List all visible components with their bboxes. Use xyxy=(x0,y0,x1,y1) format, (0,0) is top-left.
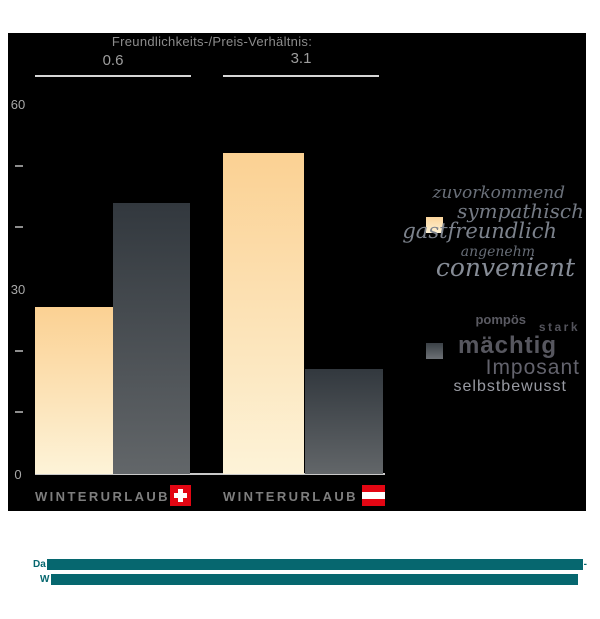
ratio-value-at: 3.1 xyxy=(290,50,312,67)
category-label-at: WINTERURLAUB xyxy=(223,489,358,504)
legend-word-angenehm: angenehm xyxy=(460,244,535,260)
ratio-underline-ch xyxy=(35,75,191,77)
bar-at-cream xyxy=(223,153,304,474)
y-axis-tick-10 xyxy=(15,411,23,414)
caption-redaction-bar xyxy=(46,559,583,570)
y-axis-label-60: 60 xyxy=(10,97,26,112)
austrian-flag-icon xyxy=(362,485,385,506)
caption-redaction-bar xyxy=(51,574,578,585)
caption-line-2: W xyxy=(33,572,587,587)
caption-line1-suffix: - xyxy=(583,559,587,570)
caption-line1-prefix: Da xyxy=(33,559,46,570)
y-axis-tick-50 xyxy=(15,164,23,167)
ratio-underline-at xyxy=(223,75,379,77)
legend-word-stark: stark xyxy=(538,320,580,334)
caption-line-1: Da - xyxy=(33,557,587,572)
chart-title: Freundlichkeits-/Preis-Verhältnis: xyxy=(111,34,313,49)
x-axis-baseline xyxy=(35,473,385,475)
ratio-value-ch: 0.6 xyxy=(102,52,124,69)
y-axis-tick-40 xyxy=(15,226,23,229)
bar-at-dark xyxy=(305,369,383,474)
caption: Da - W xyxy=(33,557,587,587)
legend-swatch-cream xyxy=(426,217,443,233)
swiss-flag-icon xyxy=(170,485,191,506)
legend-word-imposant: Imposant xyxy=(485,356,580,379)
bar-ch-cream xyxy=(35,307,113,474)
bar-ch-dark xyxy=(113,203,190,474)
y-axis-label-0: 0 xyxy=(14,467,22,482)
legend-word-convenient: convenient xyxy=(435,253,575,282)
chart-plot-area: Freundlichkeits-/Preis-Verhältnis: 0.6 3… xyxy=(8,33,586,511)
legend-swatch-dark xyxy=(426,343,443,359)
legend-word-sympathisch: sympathisch xyxy=(457,199,584,223)
category-label-ch: WINTERURLAUB xyxy=(35,489,170,504)
legend-word-zuvorkommend: zuvorkommend xyxy=(432,183,565,203)
y-axis-tick-20 xyxy=(15,349,23,352)
legend-word-selbstbewusst: selbstbewusst xyxy=(453,378,567,395)
y-axis-label-30: 30 xyxy=(10,282,26,297)
legend-word-pompoes: pompös xyxy=(475,312,526,327)
legend-word-maechtig: mächtig xyxy=(457,332,557,359)
legend-word-gastfreundlich: gastfreundlich xyxy=(402,219,557,243)
caption-line2-prefix: W xyxy=(40,574,50,585)
